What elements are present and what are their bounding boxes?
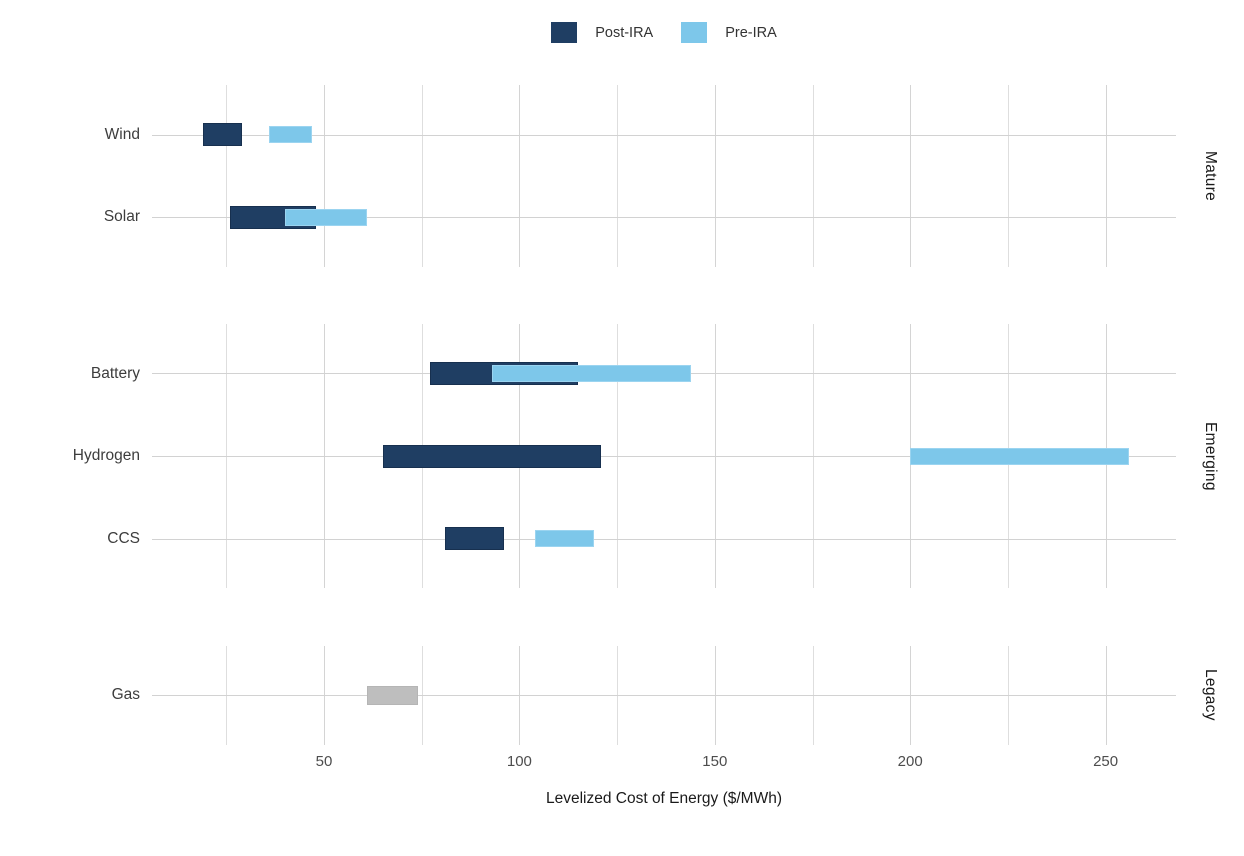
baseline-bar-gas <box>367 685 418 705</box>
gridline-x-50 <box>324 85 325 267</box>
category-label-hydrogen: Hydrogen <box>72 447 140 465</box>
pre-ira-bar-wind <box>269 126 313 144</box>
x-tick-50: 50 <box>315 753 333 770</box>
gridline-row-ccs <box>152 538 1176 540</box>
gridline-x-100 <box>519 85 521 267</box>
pre-ira-bar-battery <box>492 364 692 382</box>
post-ira-bar-ccs <box>445 527 504 551</box>
gridline-x-175 <box>812 85 814 267</box>
facet-panel-emerging <box>152 323 1176 589</box>
x-tick-200: 200 <box>897 753 923 770</box>
gridline-x-225 <box>1007 85 1009 267</box>
gridline-row-solar <box>152 217 1176 219</box>
category-label-solar: Solar <box>103 208 140 226</box>
x-tick-150: 150 <box>702 753 728 770</box>
facet-strip-legacy: Legacy <box>1186 646 1234 745</box>
gridline-row-gas <box>152 695 1176 697</box>
gridline-row-hydrogen <box>152 456 1176 458</box>
category-label-battery: Battery <box>90 364 140 382</box>
gridline-x-125 <box>617 85 619 267</box>
category-label-ccs: CCS <box>107 530 140 547</box>
legend-swatch-post-ira <box>551 22 578 43</box>
facet-strip-label: Emerging <box>1202 421 1219 491</box>
x-tick-250: 250 <box>1093 753 1119 770</box>
facet-strip-mature: Mature <box>1186 85 1234 267</box>
gridline-x-150 <box>714 85 716 267</box>
facet-panel-mature <box>152 85 1176 267</box>
legend-label-pre-ira: Pre-IRA <box>725 24 777 41</box>
legend-item-pre-ira: Pre-IRA <box>681 22 777 43</box>
chart-legend: Post-IRA Pre-IRA <box>152 22 1176 43</box>
legend-label-post-ira: Post-IRA <box>595 24 654 41</box>
legend-swatch-pre-ira <box>681 22 708 43</box>
facet-panel-legacy <box>152 645 1176 745</box>
post-ira-bar-hydrogen <box>382 444 602 468</box>
x-tick-100: 100 <box>506 753 532 770</box>
facet-strip-label: Mature <box>1202 150 1219 201</box>
category-label-wind: Wind <box>104 125 140 143</box>
gridline-x-25 <box>226 85 228 267</box>
category-label-gas: Gas <box>111 686 140 704</box>
gridline-x-250 <box>1105 85 1107 267</box>
post-ira-bar-wind <box>202 123 242 147</box>
gridline-x-200 <box>910 85 912 267</box>
x-axis-title: Levelized Cost of Energy ($/MWh) <box>545 790 783 807</box>
gridline-x-75 <box>421 85 423 267</box>
pre-ira-bar-ccs <box>535 530 594 548</box>
pre-ira-bar-solar <box>284 208 367 226</box>
pre-ira-bar-hydrogen <box>910 447 1130 465</box>
facet-strip-emerging: Emerging <box>1186 324 1234 589</box>
facet-strip-label: Legacy <box>1202 669 1219 722</box>
gridline-row-wind <box>152 134 1176 136</box>
legend-item-post-ira: Post-IRA <box>551 22 653 43</box>
